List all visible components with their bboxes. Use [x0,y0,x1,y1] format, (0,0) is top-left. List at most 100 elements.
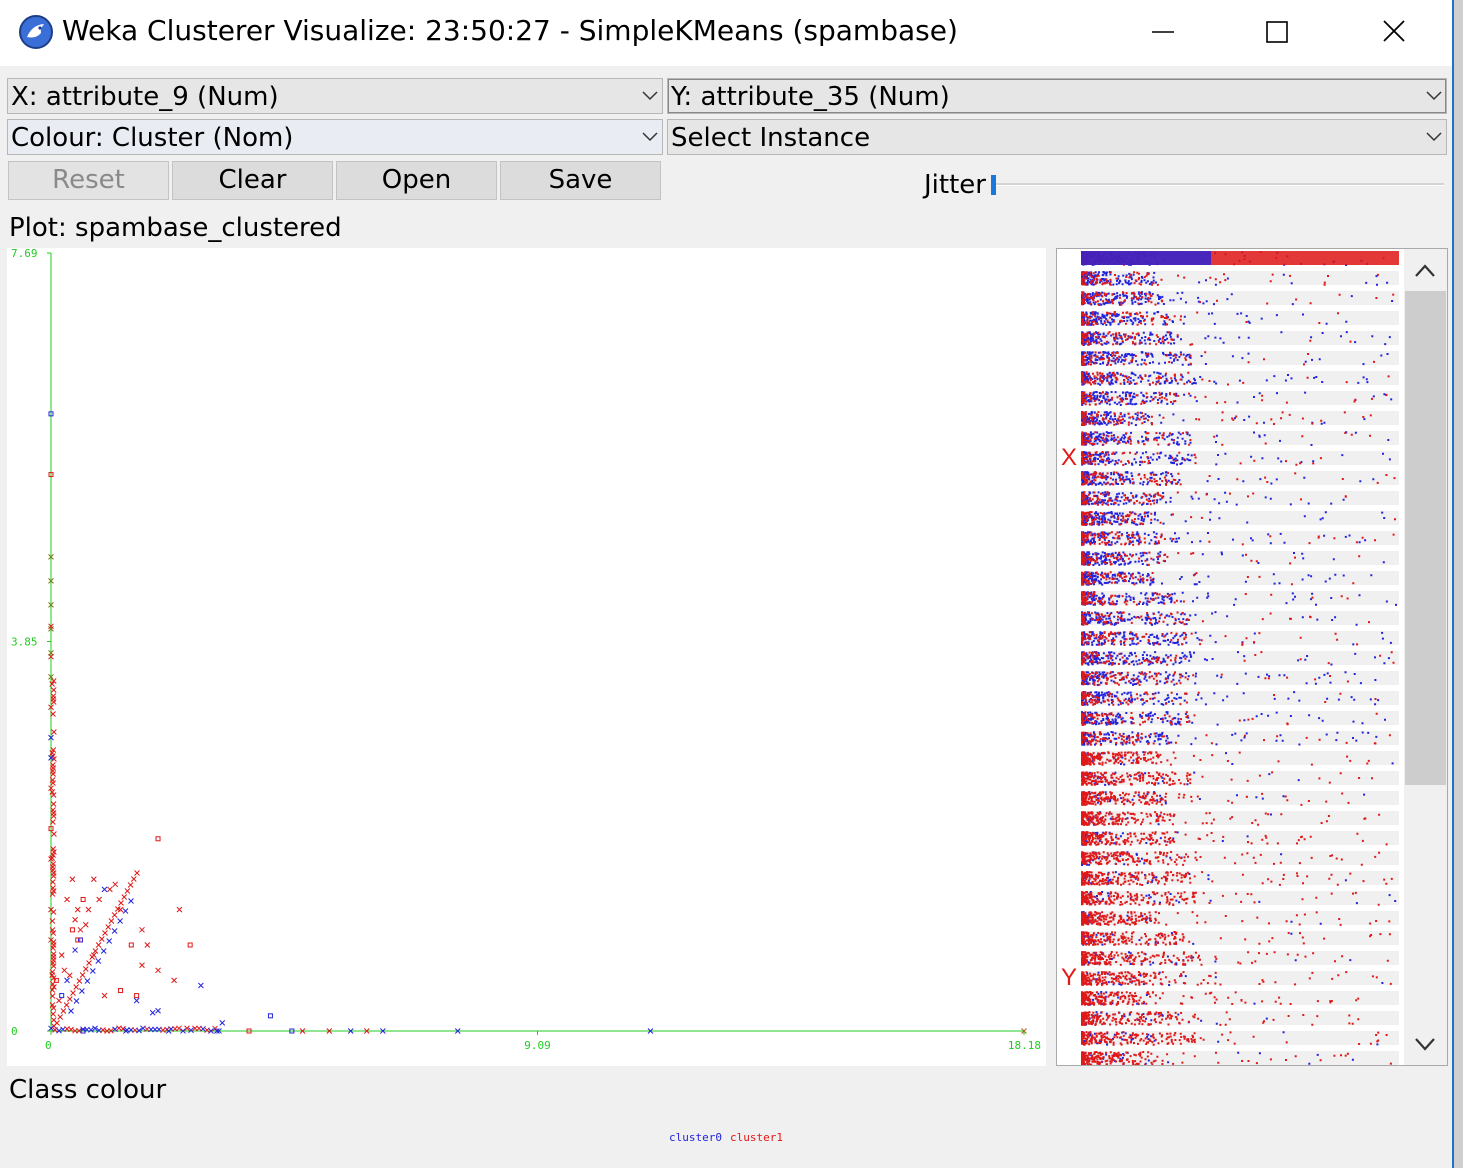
y-axis-marker: Y [1061,964,1077,991]
data-point-cluster0 [102,887,107,892]
data-point-cluster1 [75,907,80,912]
data-point-cluster0 [134,998,139,1003]
legend-cluster1: cluster1 [730,1131,783,1144]
data-point-cluster1 [77,979,82,984]
select-instance-value: Select Instance [671,123,870,153]
reset-button[interactable]: Reset [8,161,169,200]
save-button[interactable]: Save [500,161,661,200]
data-point-cluster0 [118,919,123,924]
jitter-slider-track[interactable] [996,183,1444,186]
data-point-cluster1 [70,928,74,932]
chevron-down-icon [642,89,658,103]
window-border [1452,0,1454,1168]
jitter-slider-handle[interactable] [991,175,996,195]
window-title: Weka Clusterer Visualize: 23:50:27 - Sim… [62,14,958,47]
chevron-down-icon [642,130,658,144]
scrollbar-thumb[interactable] [1405,291,1446,785]
data-point-cluster1 [109,919,114,924]
data-point-cluster1 [112,913,117,918]
close-button[interactable] [1338,0,1452,64]
jitter-label: Jitter [924,170,986,200]
data-point-cluster1 [177,907,182,912]
data-point-cluster1 [91,953,96,958]
data-point-cluster1 [74,985,79,990]
data-point-cluster1 [51,688,56,693]
data-point-cluster0 [123,909,128,914]
attribute-strip [1081,771,1399,785]
colour-select[interactable]: Colour: Cluster (Nom) [7,119,663,155]
data-point-cluster0 [101,949,106,954]
legend-cluster0: cluster0 [669,1131,722,1144]
data-point-cluster0 [73,948,78,953]
data-point-cluster1 [96,943,101,948]
data-point-cluster1 [78,927,83,932]
x-tick-label: 9.09 [524,1039,551,1052]
data-point-cluster1 [107,887,112,892]
open-button[interactable]: Open [336,161,497,200]
data-point-cluster1 [67,973,72,978]
select-instance-select[interactable]: Select Instance [667,119,1447,155]
data-point-cluster1 [73,917,78,922]
data-point-cluster1 [64,1003,69,1008]
data-point-cluster1 [76,938,80,942]
attribute-strips[interactable]: XY [1057,249,1448,1066]
close-icon [1383,20,1407,44]
data-point-cluster0 [220,1020,225,1025]
data-point-cluster0 [107,939,112,944]
attribute-strip [1081,611,1399,625]
data-point-cluster1 [106,925,111,930]
y-axis-select[interactable]: Y: attribute_35 (Num) [667,78,1447,114]
data-point-cluster0 [74,999,79,1004]
data-point-cluster1 [156,837,160,841]
chevron-up-icon[interactable] [1414,262,1436,278]
maximize-button[interactable] [1221,0,1335,64]
attribute-strip [1081,631,1399,645]
weka-bird-icon [18,14,54,50]
data-point-cluster1 [188,943,192,947]
data-point-cluster1 [58,1015,63,1020]
chevron-down-icon [1426,89,1442,103]
data-point-axis [89,1027,94,1032]
data-point-cluster0 [65,978,70,983]
data-point-cluster1 [91,877,96,882]
x-tick-label: 18.18 [1008,1039,1041,1052]
data-point-cluster1 [65,897,70,902]
data-point-cluster1 [128,883,133,888]
y-tick-label: 3.85 [11,635,38,648]
scatter-plot[interactable]: 0 9.09 18.18 0 3.85 7.69 [7,248,1046,1066]
data-point-cluster0 [60,994,64,998]
data-point-cluster0 [90,969,95,974]
y-axis-value: Y: attribute_35 (Num) [671,82,950,112]
y-tick-label: 0 [11,1025,18,1038]
data-point-cluster1 [139,963,144,968]
data-point-cluster1 [83,922,88,927]
chevron-down-icon[interactable] [1414,1036,1436,1052]
data-point-cluster1 [119,901,124,906]
attribute-strip [1081,711,1399,725]
data-point-cluster1 [93,949,98,954]
data-point-cluster1 [103,931,108,936]
x-tick-label: 0 [45,1039,52,1052]
data-point-cluster1 [62,968,67,973]
data-point-cluster1 [129,943,133,947]
chevron-down-icon [1426,130,1442,144]
plot-title: Plot: spambase_clustered [9,213,342,243]
maximize-icon [1266,20,1290,44]
data-point-cluster0 [79,989,84,994]
data-point-cluster0 [156,1008,161,1013]
data-point-cluster1 [131,877,136,882]
data-point-cluster1 [113,882,118,887]
data-point-cluster0 [78,938,82,942]
attribute-panel[interactable]: XY [1056,248,1448,1066]
clear-button[interactable]: Clear [172,161,333,200]
data-point-cluster1 [156,968,161,973]
x-axis-select[interactable]: X: attribute_9 (Num) [7,78,663,114]
data-point-cluster1 [70,877,75,882]
data-point-cluster1 [135,871,140,876]
data-point-cluster1 [67,997,72,1002]
class-colour-label: Class colour [9,1075,166,1105]
data-point-cluster1 [102,993,107,998]
minimize-button[interactable] [1107,0,1221,64]
title-bar: Weka Clusterer Visualize: 23:50:27 - Sim… [0,0,1452,66]
scatter-plot-canvas[interactable]: 0 9.09 18.18 0 3.85 7.69 [7,248,1046,1066]
